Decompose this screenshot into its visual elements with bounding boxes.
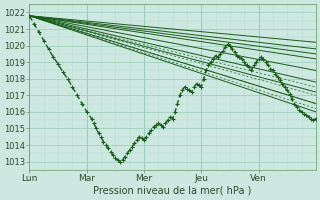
X-axis label: Pression niveau de la mer( hPa ): Pression niveau de la mer( hPa ) — [93, 186, 252, 196]
